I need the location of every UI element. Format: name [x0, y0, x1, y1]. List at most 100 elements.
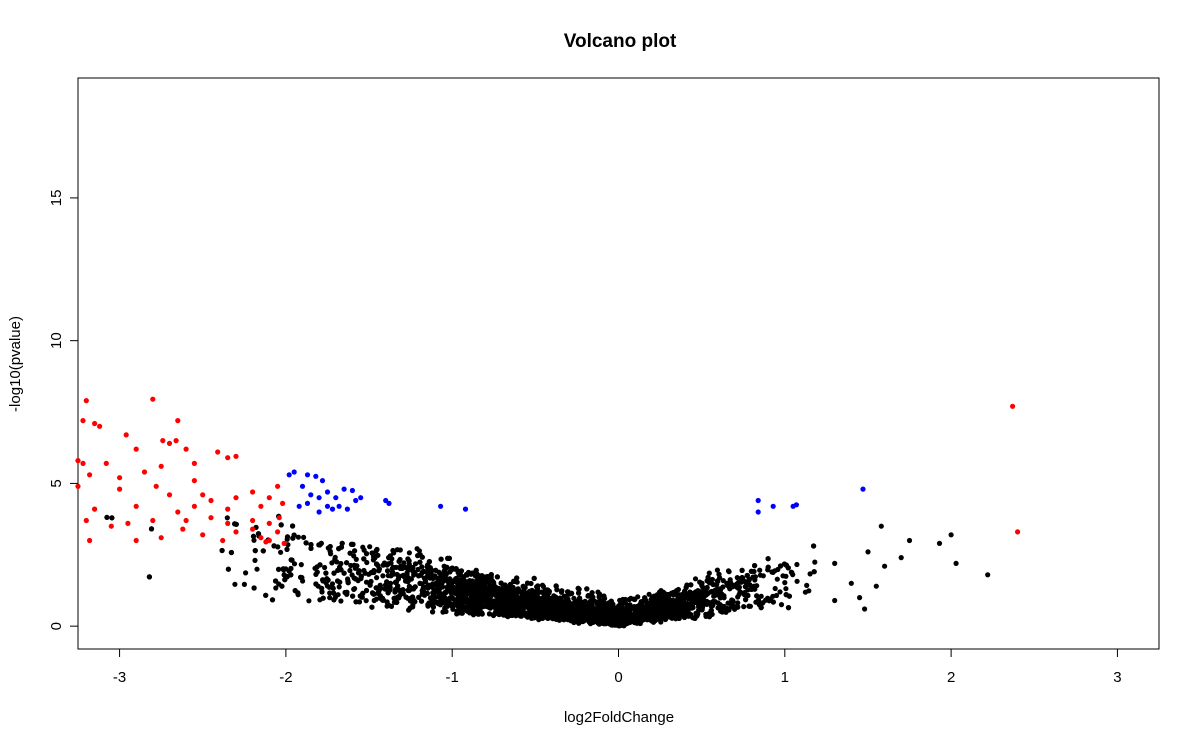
nonsignificant-point	[529, 587, 535, 594]
significant-point-blue	[860, 486, 866, 492]
nonsignificant-point	[416, 594, 422, 601]
nonsignificant-point	[393, 587, 399, 593]
nonsignificant-point	[371, 554, 377, 560]
nonsignificant-point	[254, 566, 260, 572]
nonsignificant-point	[535, 586, 541, 592]
nonsignificant-point	[687, 596, 693, 602]
significant-point-blue	[313, 473, 319, 479]
nonsignificant-point	[361, 556, 367, 562]
significant-point-blue	[316, 495, 322, 501]
significant-point-red	[281, 540, 287, 547]
nonsignificant-point	[363, 579, 370, 585]
nonsignificant-point	[807, 571, 813, 577]
nonsignificant-point	[104, 514, 110, 521]
nonsignificant-point	[251, 585, 257, 591]
nonsignificant-point	[603, 603, 609, 609]
nonsignificant-point	[387, 584, 393, 590]
significant-point-red	[275, 529, 281, 535]
nonsignificant-point	[331, 590, 337, 596]
nonsignificant-point	[742, 579, 748, 585]
significant-point-red	[108, 523, 114, 529]
plot-frame	[77, 77, 1160, 650]
nonsignificant-point	[446, 555, 452, 561]
nonsignificant-point	[419, 564, 425, 570]
nonsignificant-point	[379, 597, 385, 603]
nonsignificant-point	[325, 577, 331, 583]
nonsignificant-point	[449, 591, 455, 597]
nonsignificant-point	[390, 547, 396, 554]
nonsignificant-point	[730, 598, 736, 604]
nonsignificant-point	[576, 620, 582, 626]
nonsignificant-point	[757, 567, 763, 573]
significant-point-red	[153, 483, 159, 489]
nonsignificant-point	[298, 574, 304, 580]
nonsignificant-point	[802, 589, 809, 595]
nonsignificant-point	[524, 593, 530, 599]
nonsignificant-point	[317, 562, 323, 568]
nonsignificant-point	[720, 578, 726, 584]
nonsignificant-point	[481, 580, 487, 587]
nonsignificant-point	[292, 588, 298, 594]
nonsignificant-point	[271, 543, 277, 549]
nonsignificant-point	[322, 564, 328, 571]
nonsignificant-point	[650, 619, 657, 625]
nonsignificant-point	[273, 578, 279, 584]
significant-point-blue	[304, 472, 311, 478]
nonsignificant-point	[280, 566, 286, 572]
nonsignificant-point	[329, 560, 335, 566]
nonsignificant-point	[745, 587, 751, 593]
nonsignificant-point	[500, 608, 506, 614]
nonsignificant-point	[717, 593, 723, 599]
nonsignificant-point	[417, 559, 423, 565]
nonsignificant-point	[658, 619, 664, 625]
significant-point-blue	[353, 497, 359, 504]
significant-point-red	[75, 483, 81, 489]
nonsignificant-point	[243, 570, 249, 576]
nonsignificant-point	[694, 613, 700, 619]
nonsignificant-point	[699, 607, 705, 613]
nonsignificant-point	[347, 567, 353, 574]
significant-point-red	[258, 535, 264, 541]
significant-point-red	[208, 497, 214, 504]
nonsignificant-point	[484, 598, 490, 605]
nonsignificant-point	[344, 560, 350, 566]
nonsignificant-point	[536, 614, 542, 620]
nonsignificant-point	[228, 549, 234, 556]
nonsignificant-point	[642, 595, 648, 601]
nonsignificant-point	[474, 578, 481, 584]
nonsignificant-point	[451, 587, 457, 593]
nonsignificant-point	[148, 526, 155, 532]
nonsignificant-point	[734, 575, 740, 581]
significant-point-red	[173, 438, 179, 444]
nonsignificant-point	[714, 582, 720, 588]
nonsignificant-point	[811, 543, 817, 549]
nonsignificant-point	[513, 610, 519, 616]
significant-point-red	[233, 453, 239, 459]
nonsignificant-point	[716, 571, 722, 577]
nonsignificant-point	[685, 607, 691, 613]
nonsignificant-point	[501, 597, 507, 603]
nonsignificant-point	[608, 601, 614, 608]
nonsignificant-point	[565, 596, 571, 602]
significant-point-red	[233, 495, 239, 501]
nonsignificant-point	[284, 534, 291, 540]
significant-point-blue	[304, 500, 311, 506]
nonsignificant-point	[698, 580, 704, 586]
nonsignificant-point	[303, 540, 309, 546]
x-tick-label: 1	[781, 669, 789, 686]
significant-point-red	[166, 440, 173, 446]
nonsignificant-point	[531, 602, 537, 608]
nonsignificant-point	[585, 593, 591, 599]
significant-point-red	[75, 458, 81, 464]
nonsignificant-point	[614, 613, 620, 619]
nonsignificant-point	[445, 588, 451, 594]
nonsignificant-point	[626, 596, 632, 603]
nonsignificant-point	[491, 584, 497, 590]
nonsignificant-point	[631, 596, 637, 602]
nonsignificant-point	[708, 607, 714, 614]
nonsignificant-point	[506, 611, 512, 617]
nonsignificant-point	[439, 591, 445, 597]
nonsignificant-point	[752, 563, 758, 569]
nonsignificant-point	[327, 543, 333, 550]
nonsignificant-point	[658, 597, 664, 603]
